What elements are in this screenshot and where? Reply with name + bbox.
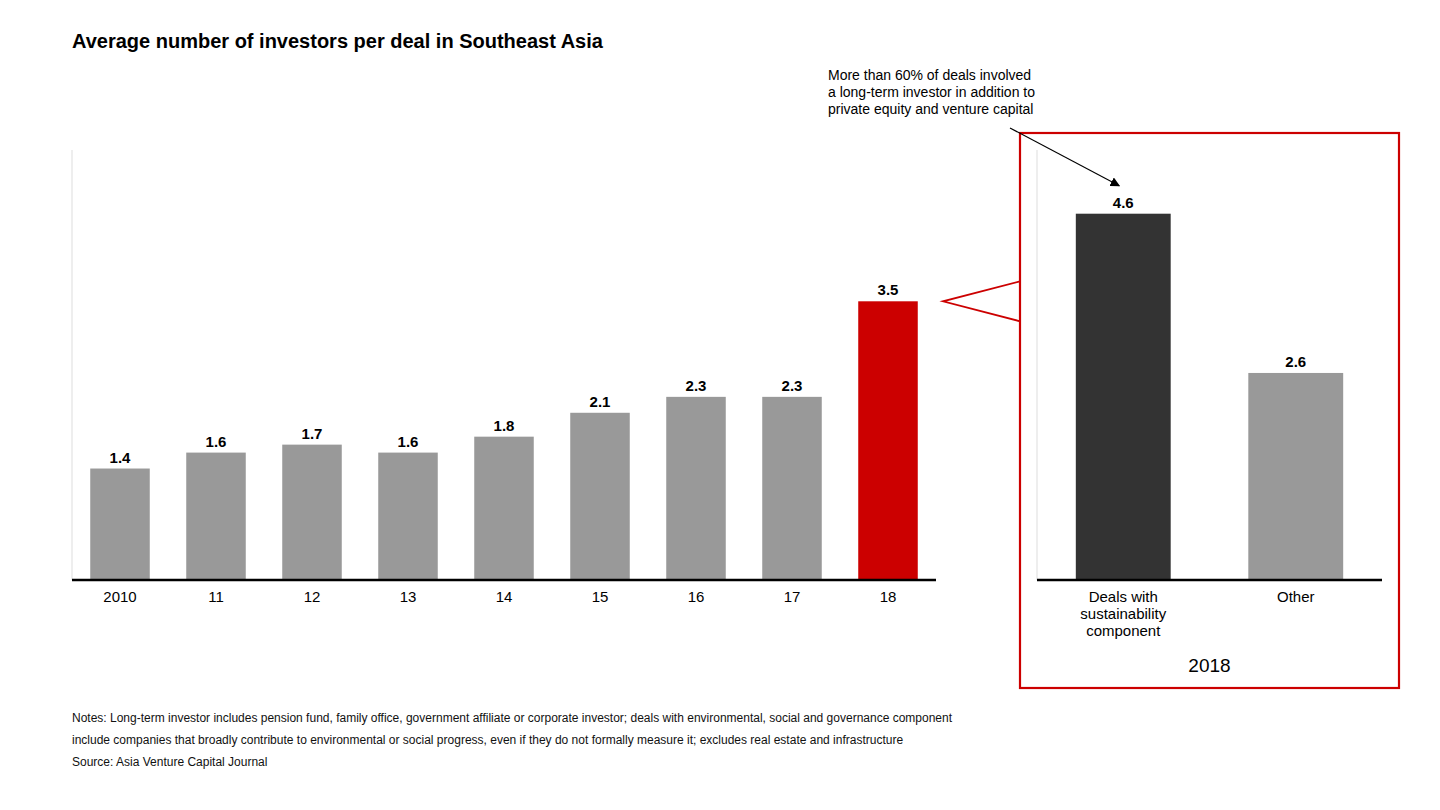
bar [90,469,150,580]
bars [90,301,918,580]
background [0,0,1440,810]
data-label: 3.5 [878,281,899,298]
inset-border [1020,133,1399,688]
bar [570,413,630,580]
note: Notes: Long-term investor includes pensi… [72,711,953,725]
source: Source: Asia Venture Capital Journal [72,755,267,769]
x-tick-label: 15 [592,588,609,605]
data-label: 1.7 [302,425,323,442]
x-axis-line [1037,579,1382,582]
data-label: 1.6 [398,433,419,450]
y-range-line [1037,150,1038,580]
annotation: More than 60% of deals involveda long-te… [828,67,1035,117]
data-label: 1.4 [110,449,132,466]
plot: 1.4 1.6 1.7 1.6 1.8 2.1 2.3 2.3 3.5 2010 11 12 13 14 1… [72,150,936,605]
data-label: 1.6 [206,433,227,450]
data-label: 2.3 [782,377,803,394]
x-tick-label: 11 [208,588,224,605]
x-tick-label: Other [1277,588,1315,605]
chart: Average number of investors per deal in … [0,0,1440,810]
data-label: 1.8 [494,417,515,434]
bar [762,397,822,580]
x-tick-label: 18 [880,588,897,605]
x-tick-label: 13 [400,588,417,605]
x-axis-line [72,579,936,582]
x-tick-label: 2010 [103,588,136,605]
x-axis-label: 2018 [1188,655,1230,676]
data-label: 2.6 [1285,353,1306,370]
data-label: 2.1 [590,393,611,410]
bar [378,453,438,580]
bar [282,445,342,580]
connector [943,281,1020,321]
data-label: 4.6 [1113,194,1134,211]
x-tick-label: Deals withsustainabilitycomponent [1080,588,1166,639]
bar [1248,373,1343,580]
note: include companies that broadly contribut… [72,733,903,747]
bar [474,437,534,580]
y-range-line [72,150,73,580]
bar [1076,214,1171,580]
annotation-arrow [1010,128,1119,186]
x-tick-label: 16 [688,588,705,605]
bar [858,301,918,580]
x-tick-label: 12 [304,588,321,605]
x-tick-label: 14 [496,588,513,605]
bar [666,397,726,580]
x-tick-label: 17 [784,588,801,605]
plot: 4.6 2.6 Deals withsustainabilitycomponent O… [1037,150,1382,639]
bars [1076,214,1343,580]
bar [186,453,246,580]
data-label: 2.3 [686,377,707,394]
title: Average number of investors per deal in … [72,30,604,52]
